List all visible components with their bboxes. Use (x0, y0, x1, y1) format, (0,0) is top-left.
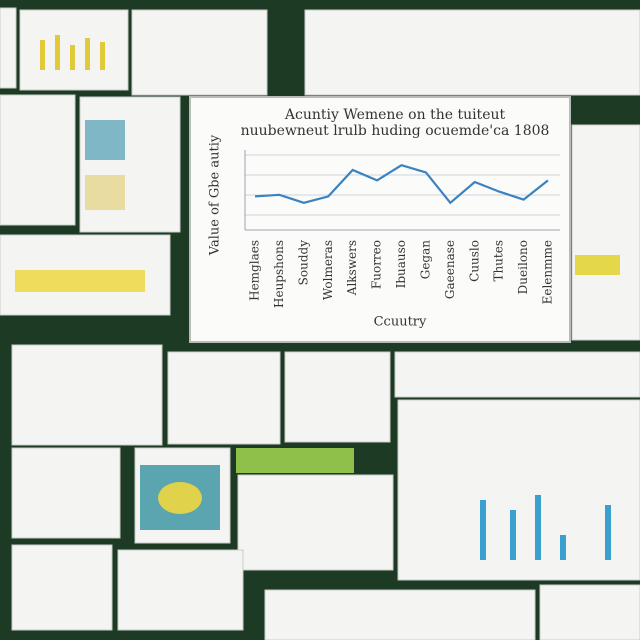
x-tick-label: Hemglaes (248, 240, 262, 301)
deco-bar (100, 42, 105, 70)
panel (79, 96, 181, 233)
chart-title: nuubewneut lrulb huding ocuemde'ca 1808 (241, 123, 550, 139)
background-panels (0, 7, 640, 640)
panel (11, 447, 121, 539)
x-axis-label: Ccuutry (374, 315, 427, 330)
x-tick-label: Wolmeras (321, 240, 335, 300)
panel (11, 544, 113, 631)
x-tick-label: Ibuauso (394, 240, 408, 288)
x-tick-label: Souddy (296, 240, 310, 286)
panel (131, 9, 268, 96)
panel (304, 9, 640, 96)
background-marks (15, 35, 620, 560)
chart-panel (189, 96, 571, 343)
deco-bar (480, 500, 486, 560)
panel (394, 351, 640, 398)
deco-bar (605, 505, 611, 560)
deco-area (236, 448, 354, 473)
deco-bar (560, 535, 566, 560)
panel (0, 7, 17, 89)
panel (117, 549, 244, 631)
deco-area (85, 175, 125, 210)
panel (167, 351, 281, 445)
panel (397, 399, 640, 581)
y-axis-label: Value of Gbe autiy (208, 134, 223, 256)
line-series (254, 164, 549, 205)
panel (0, 94, 76, 226)
deco-area (15, 270, 145, 292)
deco-bar (510, 510, 516, 560)
chart-title: Acuntiy Wemene on the tuiteut (284, 107, 506, 123)
deco-area (575, 255, 620, 275)
x-tick-label: Cuuslo (467, 240, 481, 282)
deco-shape (158, 482, 202, 514)
panel (237, 474, 394, 571)
deco-area (85, 120, 125, 160)
x-tick-label: Eelenmme (541, 240, 555, 304)
x-tick-label: Dueilono (516, 240, 530, 294)
x-tick-label: Gaeenase (443, 240, 457, 299)
chart-marks: Hemglaes Heupshons Souddy Wolmeras Alkswers F… (248, 164, 555, 308)
deco-bar (85, 38, 90, 70)
x-tick-label: Heupshons (272, 240, 286, 308)
panel (284, 351, 391, 443)
panel (11, 344, 163, 446)
deco-bar (55, 35, 60, 70)
panel (571, 124, 640, 341)
deco-bar (70, 45, 75, 70)
x-tick-label: Gegan (418, 240, 432, 280)
x-tick-label: Fuorreo (370, 240, 384, 289)
panel (264, 589, 536, 640)
panel (539, 584, 640, 640)
deco-bar (535, 495, 541, 560)
x-tick-label: Alkswers (345, 240, 359, 296)
deco-bar (40, 40, 45, 70)
x-tick-label: Thutes (492, 240, 506, 282)
